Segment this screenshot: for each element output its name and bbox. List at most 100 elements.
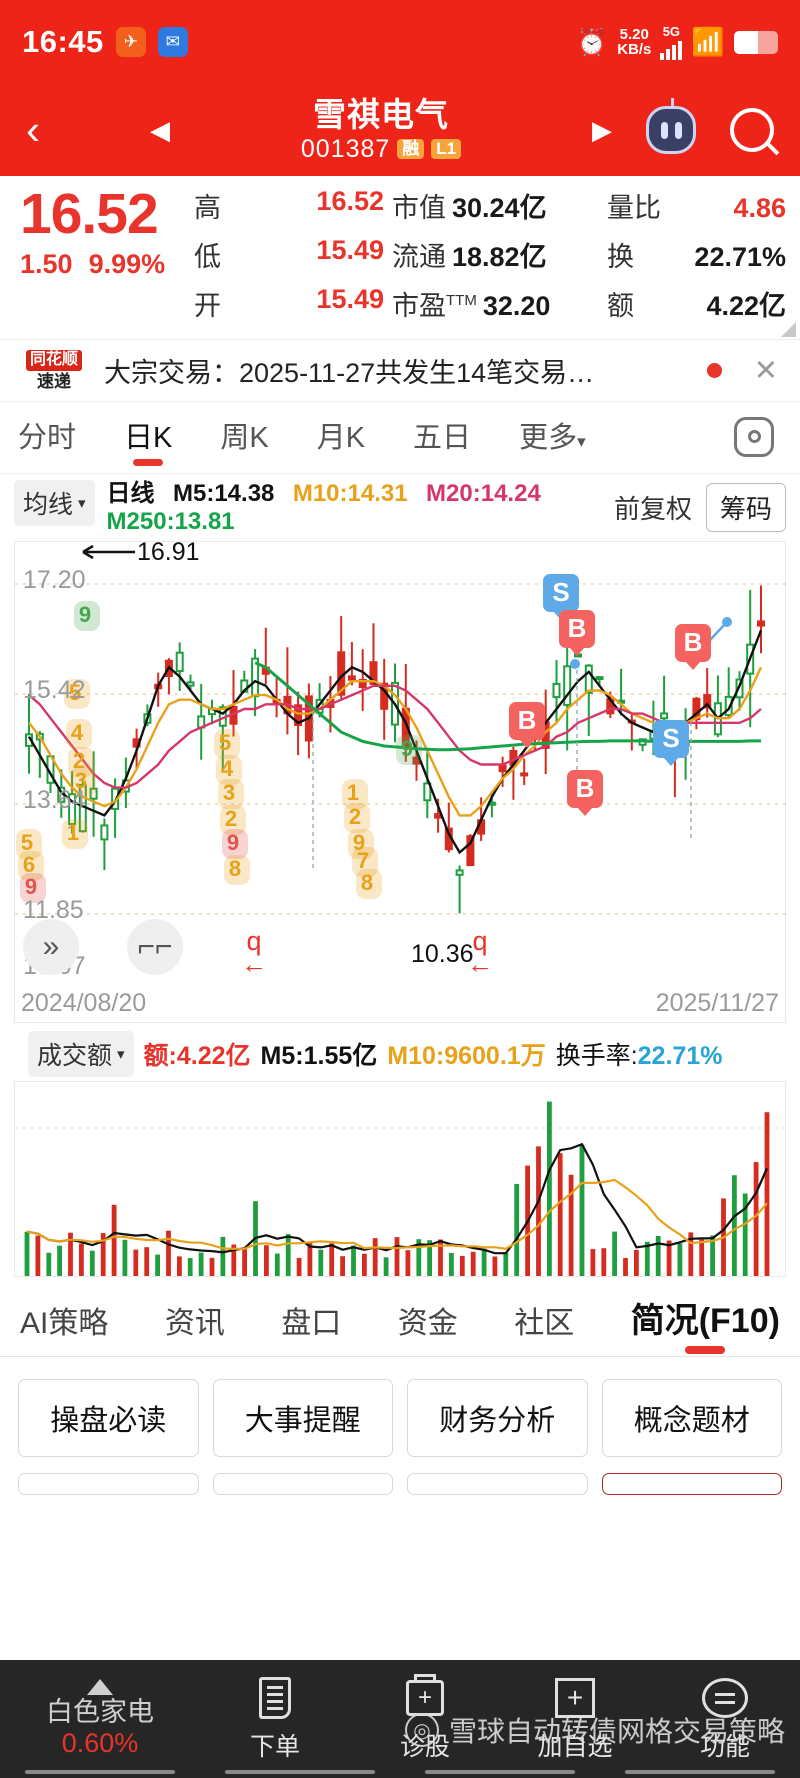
svg-text:3: 3 bbox=[75, 768, 87, 793]
button-financial-analysis[interactable]: 财务分析 bbox=[407, 1378, 588, 1457]
volume-chart[interactable] bbox=[14, 1080, 786, 1277]
tab-five-day[interactable]: 五日 bbox=[413, 421, 472, 454]
turnover-value: 22.71% bbox=[694, 242, 786, 272]
tab-ai-strategy[interactable]: AI策略 bbox=[20, 1306, 109, 1340]
tab-more[interactable]: 更多▾ bbox=[519, 421, 586, 454]
sector-name: 白色家电 bbox=[46, 1696, 154, 1727]
nav-item-function[interactable]: 功能 bbox=[650, 1675, 800, 1763]
svg-text:5: 5 bbox=[219, 730, 231, 755]
high-annotation: 16.91 bbox=[137, 537, 200, 566]
button-trading-must-read[interactable]: 操盘必读 bbox=[18, 1378, 199, 1457]
expand-corner-icon[interactable] bbox=[781, 322, 796, 337]
search-icon[interactable] bbox=[730, 108, 774, 152]
close-icon[interactable]: ✕ bbox=[753, 355, 778, 387]
svg-text:9: 9 bbox=[79, 602, 91, 627]
news-bar[interactable]: 同花顺 速递 大宗交易：2025-11-27共发生14笔交易… ✕ bbox=[0, 339, 800, 401]
price-change-pct: 9.99% bbox=[88, 249, 166, 279]
amount-value: 4.22亿 bbox=[706, 291, 786, 321]
buy-marker[interactable]: B bbox=[675, 623, 711, 662]
prev-triangle-icon[interactable]: ◀ bbox=[150, 114, 170, 145]
open-label: 开 bbox=[194, 291, 221, 321]
low-annotation: 10.36 bbox=[411, 939, 474, 968]
crosshair-target-icon[interactable] bbox=[734, 416, 776, 459]
nav-item-add-watchlist[interactable]: + 加自选 bbox=[500, 1675, 650, 1763]
quick-button-row: 操盘必读 大事提醒 财务分析 概念题材 bbox=[0, 1357, 800, 1457]
ma250-value: M250:13.81 bbox=[106, 508, 235, 536]
volume-selector[interactable]: 成交额 ▾ bbox=[28, 1030, 134, 1077]
button-row2-item[interactable] bbox=[407, 1472, 588, 1495]
svg-text:8: 8 bbox=[229, 856, 241, 881]
tab-community[interactable]: 社区 bbox=[514, 1306, 575, 1340]
button-row2-item-highlighted[interactable] bbox=[601, 1472, 782, 1495]
fullscreen-icon[interactable]: ⌐⌐ bbox=[127, 918, 183, 975]
buy-marker[interactable]: B bbox=[559, 609, 595, 648]
sell-marker[interactable]: S bbox=[543, 573, 579, 612]
float-label: 流通 bbox=[392, 242, 446, 272]
tab-daily-k[interactable]: 日K bbox=[124, 414, 172, 462]
buy-marker[interactable]: B bbox=[509, 701, 545, 740]
button-event-reminder[interactable]: 大事提醒 bbox=[212, 1378, 393, 1457]
pe-label: 市盈TTM bbox=[392, 291, 477, 321]
svg-text:4: 4 bbox=[221, 756, 234, 781]
sector-change-pct: 0.60% bbox=[61, 1728, 139, 1758]
watermark-text: 雪球自动转债网格交易策略 bbox=[449, 1716, 786, 1747]
svg-text:9: 9 bbox=[227, 830, 239, 855]
stock-name: 雪祺电气 bbox=[313, 95, 449, 133]
nav-item-order[interactable]: 下单 bbox=[200, 1675, 350, 1763]
tab-overview-f10[interactable]: 简况(F10) bbox=[631, 1293, 780, 1356]
network-type: 5G bbox=[660, 25, 683, 60]
ma-period: 日线 bbox=[106, 480, 155, 507]
wifi-icon: 📶 bbox=[691, 27, 725, 57]
next-triangle-icon[interactable]: ▶ bbox=[592, 114, 612, 145]
svg-text:2: 2 bbox=[73, 748, 85, 773]
tab-fenshi[interactable]: 分时 bbox=[18, 421, 77, 454]
price-change: 1.50 bbox=[20, 249, 73, 279]
watermark: ◎ 雪球自动转债网格交易策略 bbox=[405, 1710, 785, 1750]
chevron-down-icon: ▾ bbox=[78, 495, 86, 512]
svg-text:9: 9 bbox=[25, 874, 37, 899]
date-start: 2024/08/20 bbox=[21, 988, 147, 1017]
news-text[interactable]: 大宗交易：2025-11-27共发生14笔交易… bbox=[104, 358, 595, 388]
svg-text:3: 3 bbox=[223, 780, 235, 805]
volume-ma10: M10:9600.1万 bbox=[387, 1041, 546, 1070]
bottom-nav-bar: 白色家电 0.60% 下单 + 诊股 + 加自选 功能 ◎ 雪球自动转债网格交易… bbox=[0, 1660, 800, 1778]
button-row2-item[interactable] bbox=[18, 1472, 199, 1495]
volratio-label: 量比 bbox=[607, 193, 661, 223]
svg-text:9: 9 bbox=[353, 830, 365, 855]
alarm-icon: ⏰ bbox=[575, 26, 609, 57]
up-triangle-icon bbox=[87, 1678, 113, 1695]
button-concept-themes[interactable]: 概念题材 bbox=[601, 1378, 782, 1457]
battery-icon bbox=[734, 30, 778, 54]
expand-chevrons-icon[interactable]: » bbox=[23, 918, 79, 975]
chips-button[interactable]: 筹码 bbox=[705, 483, 786, 532]
svg-text:7: 7 bbox=[357, 848, 369, 873]
tab-news[interactable]: 资讯 bbox=[164, 1306, 225, 1340]
button-row2-item[interactable] bbox=[212, 1472, 393, 1495]
tab-weekly-k[interactable]: 周K bbox=[220, 421, 269, 454]
ma-legend-bar: 均线 ▾ 日线 M5:14.38 M10:14.31 M20:14.24 M250… bbox=[0, 473, 800, 541]
open-value: 15.49 bbox=[316, 284, 384, 314]
ma-selector[interactable]: 均线 ▾ bbox=[14, 480, 95, 526]
tab-monthly-k[interactable]: 月K bbox=[316, 421, 366, 454]
ai-robot-icon[interactable] bbox=[646, 98, 696, 154]
mktcap-value: 30.24亿 bbox=[452, 193, 547, 223]
ma10-value: M10:14.31 bbox=[292, 480, 408, 507]
news-logo-bottom: 速递 bbox=[37, 371, 71, 391]
current-price: 16.52 bbox=[20, 182, 159, 246]
chevron-down-icon: ▾ bbox=[117, 1045, 125, 1063]
tab-orderbook[interactable]: 盘口 bbox=[281, 1306, 342, 1340]
sector-indicator[interactable]: 白色家电 0.60% bbox=[0, 1678, 200, 1759]
nav-underline bbox=[0, 1770, 800, 1774]
adjust-mode[interactable]: 前复权 bbox=[613, 494, 692, 524]
sell-marker[interactable]: S bbox=[653, 719, 689, 758]
net-speed: 5.20 KB/s bbox=[617, 26, 652, 58]
buy-marker[interactable]: B bbox=[567, 769, 603, 808]
tab-capital[interactable]: 资金 bbox=[397, 1306, 458, 1340]
y-label-1: 15.42 bbox=[23, 675, 86, 704]
signal-bars-icon bbox=[660, 38, 683, 60]
back-chevron-icon[interactable]: ‹ bbox=[26, 106, 40, 153]
quote-panel: 16.52 1.50 9.99% 高 低 开 16.52 15.49 15.49… bbox=[0, 176, 800, 339]
date-axis: 2024/08/20 2025/11/27 bbox=[14, 986, 786, 1022]
